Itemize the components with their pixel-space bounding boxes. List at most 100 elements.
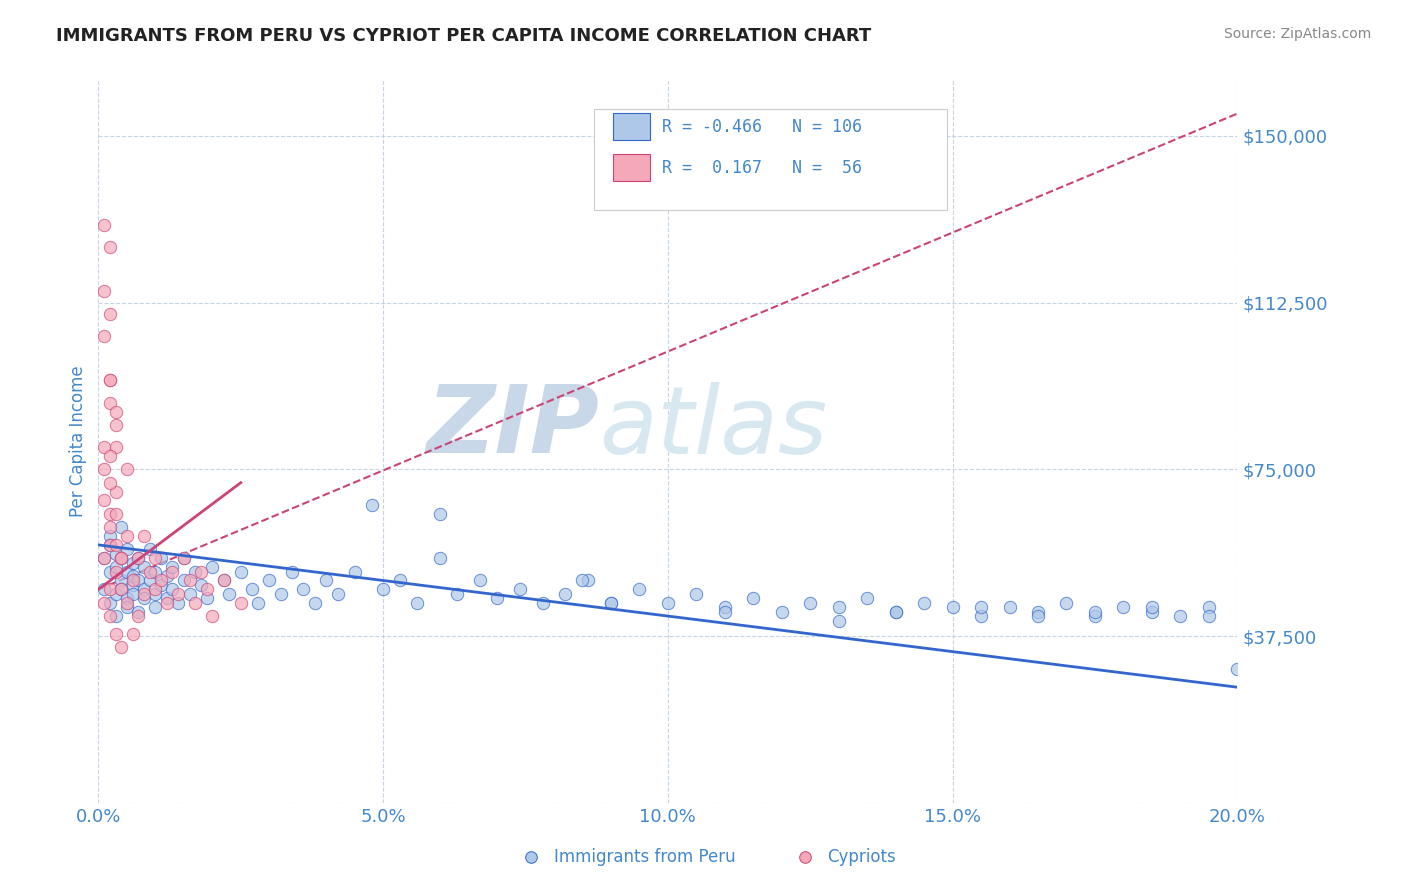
Point [571,574,593,588]
Point [98,596,121,610]
Point [246,596,269,610]
Point [509,582,531,597]
Point [98,373,121,387]
FancyBboxPatch shape [593,109,946,211]
Point [98,609,121,624]
Point [212,574,235,588]
Bar [613,112,650,140]
Point [98,373,121,387]
Point [429,551,451,566]
Point [104,440,127,454]
Point [1026,605,1049,619]
Point [104,560,127,574]
Text: IMMIGRANTS FROM PERU VS CYPRIOT PER CAPITA INCOME CORRELATION CHART: IMMIGRANTS FROM PERU VS CYPRIOT PER CAPI… [56,27,872,45]
Point [429,507,451,521]
Point [121,574,143,588]
Point [326,587,349,601]
Point [531,596,554,610]
Point [184,565,207,579]
Point [115,565,138,579]
Point [98,565,121,579]
Point [93,329,115,343]
Point [195,591,218,606]
Point [93,440,115,454]
Point [145,551,167,566]
Bar [613,154,650,181]
Point [884,605,907,619]
Point [942,600,965,615]
Point [127,605,149,619]
Text: R =  0.167   N =  56: R = 0.167 N = 56 [662,159,862,177]
Point [190,578,212,592]
Point [93,596,115,610]
Point [685,587,707,601]
Point [121,587,143,601]
Point [110,551,132,566]
Point [179,574,201,588]
Point [167,596,190,610]
Point [173,551,195,566]
Point [104,507,127,521]
Point [104,484,127,499]
Point [110,640,132,655]
Point [98,449,121,463]
Point [856,591,879,606]
Point [110,551,132,566]
Point [343,565,366,579]
Point [132,582,155,597]
Point [212,574,235,588]
Point [127,551,149,566]
Point [104,538,127,552]
Point [360,498,382,512]
Point [132,587,155,601]
Text: Immigrants from Peru: Immigrants from Peru [554,848,735,866]
Point [799,596,821,610]
Point [132,529,155,543]
Point [98,307,121,321]
Point [970,600,993,615]
Point [1198,609,1220,624]
Point [115,596,138,610]
Point [884,605,907,619]
Point [104,565,127,579]
Point [98,240,121,254]
Text: R = -0.466   N = 106: R = -0.466 N = 106 [662,118,862,136]
Point [201,609,224,624]
Point [145,587,167,601]
Point [138,574,160,588]
Point [770,605,793,619]
Point [138,565,160,579]
Point [486,591,509,606]
Point [714,605,737,619]
Point [229,565,252,579]
Point [121,578,143,592]
Point [600,596,623,610]
Point [1112,600,1135,615]
Point [132,591,155,606]
Point [576,574,599,588]
Point [167,587,190,601]
Point [115,600,138,615]
Point [195,582,218,597]
Point [162,582,184,597]
Point [104,587,127,601]
Point [998,600,1021,615]
Point [1170,609,1192,624]
Point [912,596,935,610]
Point [98,538,121,552]
Point [270,587,292,601]
Point [104,417,127,432]
Y-axis label: Per Capita Income: Per Capita Income [69,366,87,517]
Point [127,609,149,624]
Point [292,582,315,597]
Point [98,520,121,534]
Point [240,582,263,597]
Point [229,596,252,610]
Point [98,475,121,490]
Point [259,574,281,588]
Point [93,582,115,597]
Point [110,582,132,597]
Point [138,542,160,557]
Point [1226,662,1249,676]
Point [184,596,207,610]
